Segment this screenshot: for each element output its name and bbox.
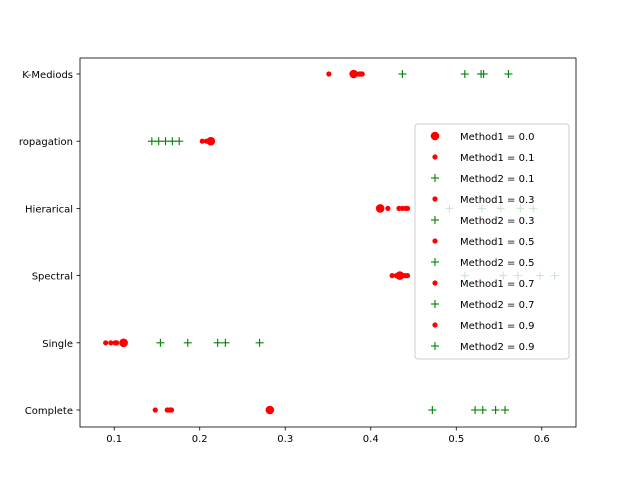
point-s5-6	[460, 70, 469, 78]
point-s10-1	[168, 407, 175, 413]
point-s4-2	[108, 340, 114, 346]
axes: 0.1 0.2 0.3 0.4 0.5 0.6 Complete Single Spectra…	[19, 57, 577, 445]
legend-marker-1	[430, 131, 440, 141]
legend-marker-7	[431, 258, 439, 266]
point-s2-1	[152, 407, 158, 413]
point-s10-2	[114, 340, 120, 346]
point-s9-1	[491, 406, 500, 414]
legend: Method1 = 0.0 Method1 = 0.1 Method2 = 0.1 M…	[414, 123, 570, 360]
legend-box	[414, 123, 570, 360]
legend-marker-9	[431, 300, 439, 308]
point-s2-6	[326, 71, 332, 77]
y-tick-label-3: Spectral	[32, 272, 73, 283]
point-s2-3	[389, 273, 395, 279]
point-s9-6	[479, 70, 488, 78]
point-s10-6	[359, 71, 365, 77]
legend-label-5: Method2 = 0.3	[460, 216, 535, 227]
legend-marker-11	[431, 342, 439, 350]
legend-marker-4	[432, 196, 438, 202]
point-s7-1	[478, 406, 487, 414]
legend-marker-5	[431, 216, 439, 224]
y-tick-label-1: Complete	[25, 406, 73, 417]
x-tick-label-1: 0.1	[106, 434, 122, 445]
legend-label-6: Method1 = 0.5	[460, 237, 535, 248]
point-s10-4	[404, 205, 411, 211]
y-tick-label-4: Hierarical	[25, 204, 73, 215]
point-s4-3	[393, 273, 400, 279]
legend-marker-3	[431, 174, 439, 182]
y-tick-label-5: ropagation	[19, 137, 73, 148]
point-s3-1	[428, 406, 437, 414]
legend-label-10: Method1 = 0.9	[460, 321, 535, 332]
point-s1-4	[375, 204, 385, 213]
x-tick-label-6: 0.6	[534, 434, 550, 445]
point-s2-5	[199, 138, 205, 144]
point-s2-2	[103, 340, 109, 346]
point-s3-6	[398, 70, 407, 78]
point-s2-4	[385, 205, 391, 211]
point-s11-6	[504, 70, 513, 78]
legend-label-11: Method2 = 0.9	[460, 342, 535, 353]
legend-label-8: Method1 = 0.7	[460, 279, 535, 290]
x-tick-label-4: 0.4	[363, 434, 379, 445]
point-s3-2	[156, 338, 165, 347]
point-s3-5	[147, 137, 156, 146]
point-s9-5	[168, 137, 177, 146]
point-s10-5	[207, 138, 213, 144]
point-s10-3	[404, 273, 411, 279]
series-2	[103, 71, 395, 413]
axes-frame	[79, 57, 577, 428]
y-tick-label-2: Single	[42, 339, 73, 350]
legend-label-9: Method2 = 0.7	[460, 300, 535, 311]
x-tick-label-3: 0.3	[277, 434, 293, 445]
point-s7-5	[161, 137, 170, 146]
x-tick-label-5: 0.5	[448, 434, 464, 445]
point-s5-5	[154, 137, 163, 146]
point-s11-5	[175, 137, 184, 146]
legend-marker-8	[432, 280, 438, 286]
legend-marker-6	[432, 238, 438, 244]
point-s7-2	[213, 338, 222, 347]
point-s5-1	[471, 406, 480, 414]
point-s5-2	[183, 338, 192, 347]
series-10	[114, 71, 411, 413]
legend-label-7: Method2 = 0.5	[460, 258, 535, 269]
y-tick-label-6: K-Mediods	[22, 70, 73, 81]
legend-label-3: Method2 = 0.1	[460, 174, 535, 185]
point-s1-1	[265, 405, 275, 415]
legend-label-1: Method1 = 0.0	[460, 132, 535, 143]
point-s1-6	[349, 69, 358, 79]
x-tick-label-2: 0.2	[192, 434, 208, 445]
legend-label-4: Method1 = 0.3	[460, 195, 535, 206]
point-s11-1	[501, 406, 510, 414]
point-s11-2	[255, 338, 264, 347]
point-s1-2	[119, 338, 128, 348]
legend-label-2: Method1 = 0.1	[460, 153, 535, 164]
legend-marker-2	[432, 154, 438, 160]
legend-marker-10	[432, 322, 438, 328]
point-s9-2	[221, 338, 230, 347]
